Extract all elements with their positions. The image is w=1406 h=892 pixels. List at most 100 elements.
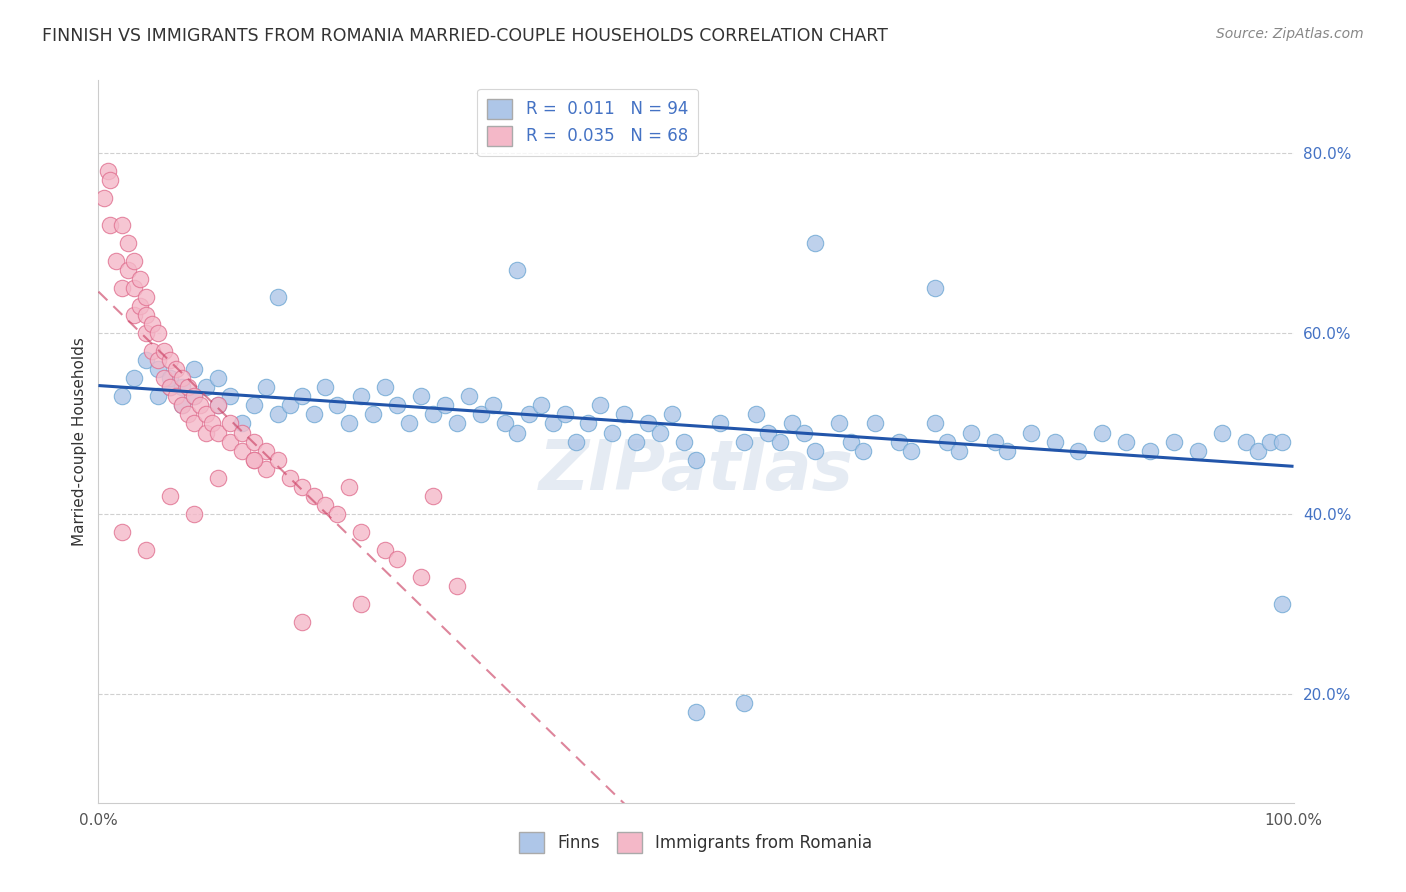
Point <box>339 417 361 431</box>
Point <box>219 417 242 431</box>
Point <box>900 443 922 458</box>
Point <box>148 326 170 341</box>
Point <box>458 389 481 403</box>
Point <box>124 308 146 322</box>
Point <box>153 371 176 385</box>
Point <box>98 172 122 186</box>
Point <box>302 408 325 422</box>
Point <box>267 290 290 304</box>
Point <box>481 398 505 412</box>
Point <box>1258 434 1281 449</box>
Point <box>326 507 349 521</box>
Point <box>165 389 187 403</box>
Point <box>422 408 444 422</box>
Point <box>804 235 827 250</box>
Point <box>188 398 211 412</box>
Point <box>828 417 851 431</box>
Point <box>291 615 314 630</box>
Point <box>602 425 624 440</box>
Point <box>339 480 361 494</box>
Point <box>207 471 229 485</box>
Point <box>530 398 553 412</box>
Point <box>172 398 194 412</box>
Point <box>648 425 672 440</box>
Point <box>865 417 887 431</box>
Point <box>626 434 648 449</box>
Point <box>291 389 314 403</box>
Point <box>195 425 218 440</box>
Text: Source: ZipAtlas.com: Source: ZipAtlas.com <box>1216 27 1364 41</box>
Point <box>1043 434 1066 449</box>
Point <box>506 263 529 277</box>
Point <box>374 542 396 557</box>
Point <box>135 353 157 368</box>
Point <box>411 570 433 584</box>
Point <box>589 398 612 412</box>
Point <box>685 706 707 720</box>
Point <box>117 235 139 250</box>
Point <box>506 425 529 440</box>
Point <box>177 380 200 394</box>
Point <box>434 398 457 412</box>
Point <box>159 380 181 394</box>
Y-axis label: Married-couple Households: Married-couple Households <box>72 337 87 546</box>
Point <box>148 362 170 376</box>
Point <box>517 408 540 422</box>
Point <box>219 434 242 449</box>
Point <box>470 408 492 422</box>
Point <box>231 417 253 431</box>
Point <box>111 389 134 403</box>
Point <box>673 434 696 449</box>
Point <box>1115 434 1137 449</box>
Point <box>159 380 181 394</box>
Point <box>363 408 385 422</box>
Point <box>745 408 768 422</box>
Point <box>165 362 187 376</box>
Point <box>326 398 349 412</box>
Point <box>267 408 290 422</box>
Point <box>278 398 301 412</box>
Point <box>129 299 152 313</box>
Legend: Finns, Immigrants from Romania: Finns, Immigrants from Romania <box>513 826 879 860</box>
Point <box>195 380 218 394</box>
Point <box>129 272 152 286</box>
Point <box>254 443 277 458</box>
Point <box>111 524 134 539</box>
Point <box>804 443 827 458</box>
Point <box>422 489 444 503</box>
Point <box>141 317 163 331</box>
Point <box>780 417 803 431</box>
Point <box>350 389 373 403</box>
Point <box>1271 597 1294 611</box>
Point <box>1163 434 1185 449</box>
Point <box>733 697 755 711</box>
Point <box>243 398 266 412</box>
Point <box>924 417 946 431</box>
Point <box>374 380 396 394</box>
Point <box>685 452 707 467</box>
Point <box>124 281 146 295</box>
Point <box>398 417 420 431</box>
Point <box>135 290 157 304</box>
Point <box>841 434 863 449</box>
Point <box>207 371 229 385</box>
Point <box>231 425 253 440</box>
Point <box>984 434 1007 449</box>
Point <box>995 443 1018 458</box>
Point <box>207 398 229 412</box>
Point <box>1067 443 1090 458</box>
Point <box>852 443 875 458</box>
Point <box>254 380 277 394</box>
Point <box>141 344 163 359</box>
Point <box>278 471 301 485</box>
Point <box>565 434 588 449</box>
Point <box>159 489 181 503</box>
Point <box>768 434 790 449</box>
Point <box>637 417 659 431</box>
Point <box>446 579 468 593</box>
Point <box>254 461 277 475</box>
Point <box>243 452 266 467</box>
Point <box>183 507 205 521</box>
Point <box>924 281 946 295</box>
Point <box>207 398 229 412</box>
